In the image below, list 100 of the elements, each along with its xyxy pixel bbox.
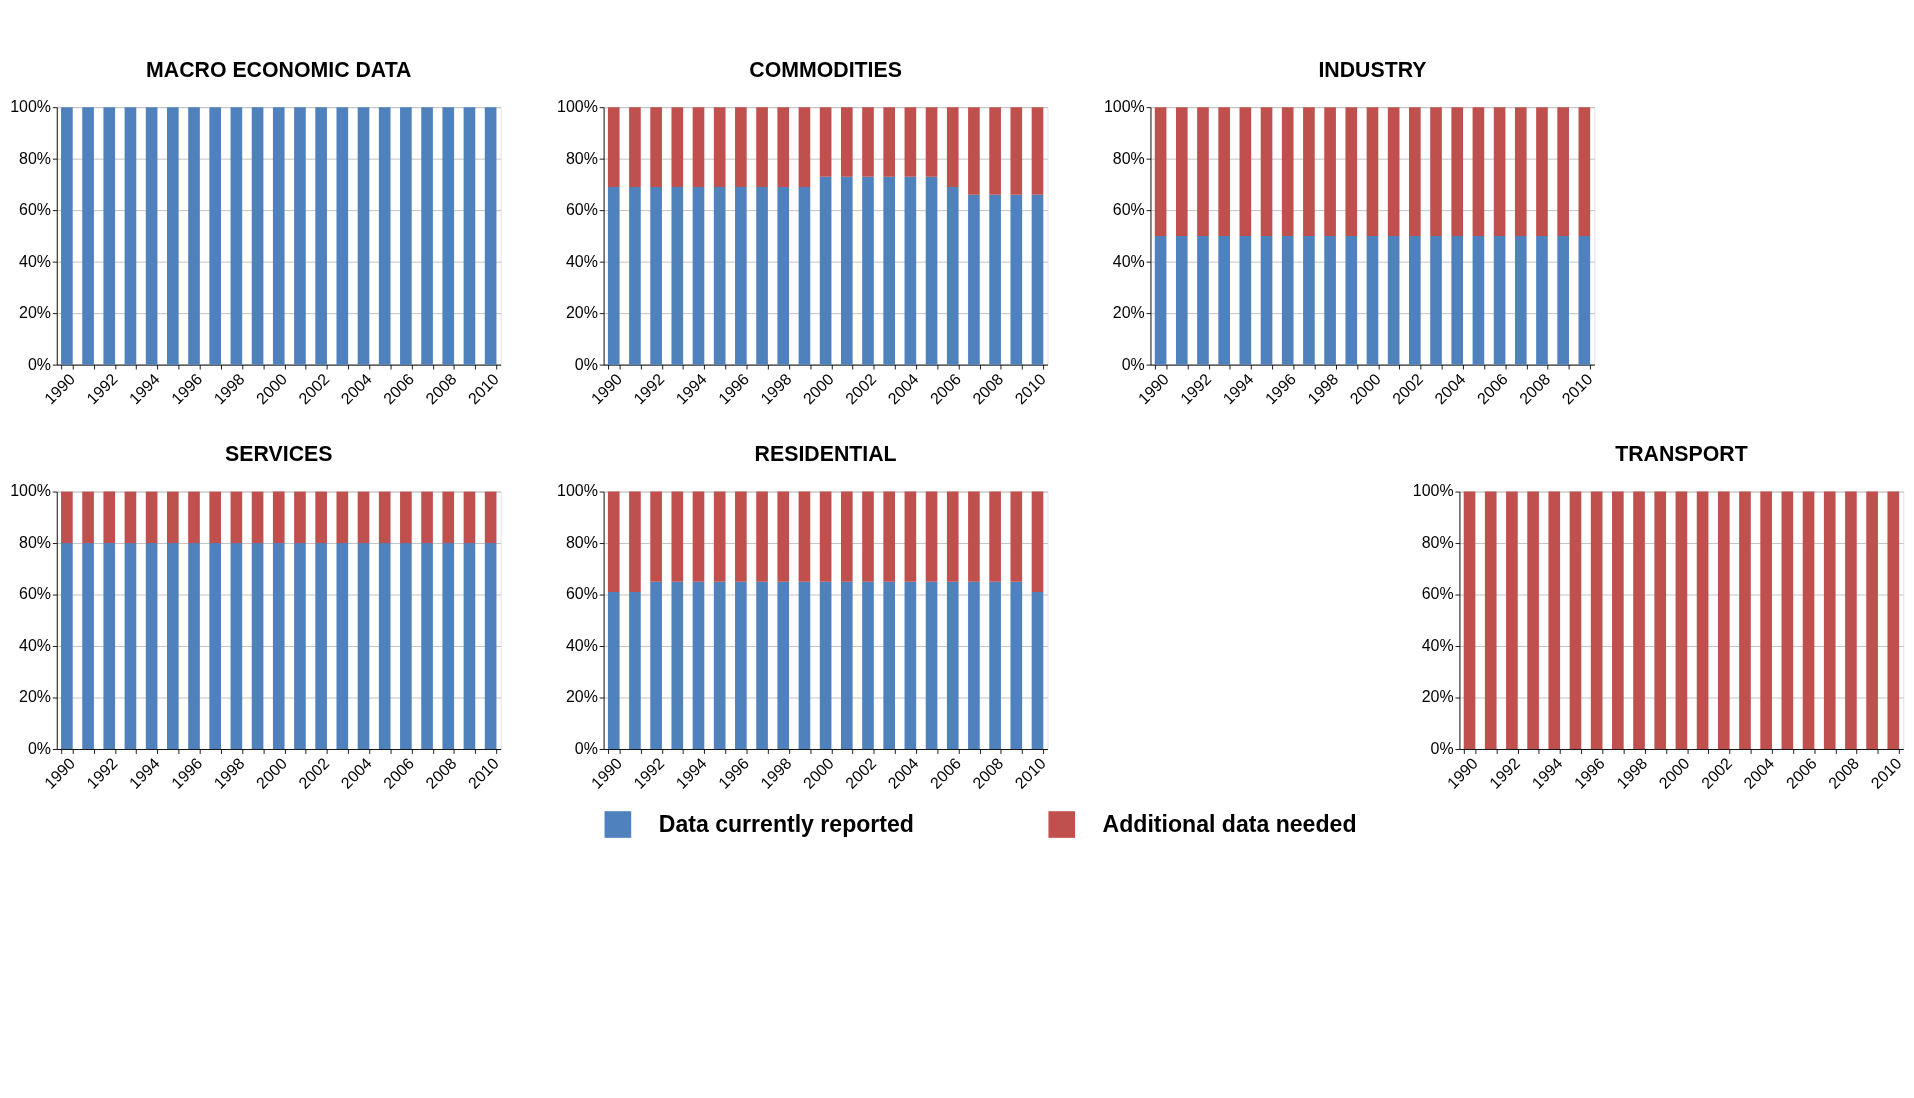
bar [650, 491, 662, 582]
bar [989, 491, 1001, 582]
y-tick-label: 80% [565, 149, 598, 167]
bar [629, 107, 641, 188]
bar [629, 592, 641, 750]
bar [713, 491, 726, 582]
bar [607, 592, 620, 750]
y-tick-label: 100% [557, 482, 598, 500]
bar [1010, 491, 1023, 582]
legend-label: Data currently reported [658, 810, 914, 837]
bar [1031, 107, 1044, 195]
y-tick-label: 100% [1412, 482, 1454, 500]
y-tick-label: 60% [19, 585, 52, 603]
bar [862, 176, 874, 365]
y-tick-label: 40% [1112, 252, 1145, 270]
bar [819, 581, 832, 750]
bar [756, 491, 768, 582]
bar [607, 107, 620, 188]
bar [925, 491, 938, 582]
bar [819, 176, 832, 365]
chart-title: RESIDENTIAL [754, 442, 897, 467]
y-tick-label: 20% [19, 688, 52, 706]
bar [777, 491, 790, 582]
chart-title: SERVICES [225, 442, 333, 467]
y-tick-label: 20% [565, 688, 598, 706]
y-tick-label: 80% [19, 149, 52, 167]
bar [650, 581, 662, 750]
bar [756, 107, 768, 188]
bar [777, 107, 790, 188]
chart-title: MACRO ECONOMIC DATA [146, 58, 412, 83]
y-tick-label: 80% [1112, 149, 1145, 167]
y-tick-label: 20% [19, 304, 52, 322]
bar [862, 581, 874, 750]
bar [607, 491, 620, 593]
bar [692, 187, 705, 365]
bar [946, 581, 959, 750]
y-tick-label: 80% [1421, 533, 1454, 551]
bar [735, 581, 747, 750]
bar [1031, 194, 1044, 365]
bar [671, 491, 684, 582]
y-tick-label: 60% [1112, 201, 1145, 219]
y-tick-label: 100% [10, 482, 52, 500]
legend-label: Additional data needed [1102, 810, 1357, 837]
y-tick-label: 0% [574, 355, 598, 373]
bar [1010, 581, 1023, 750]
bar [946, 107, 959, 188]
y-tick-label: 40% [19, 252, 52, 270]
bar [798, 187, 811, 365]
bar [671, 107, 684, 188]
bar [946, 491, 959, 582]
bar [1031, 491, 1044, 593]
bar [777, 187, 790, 365]
bar [862, 491, 874, 582]
bar [650, 187, 662, 365]
bar [925, 581, 938, 750]
bar [671, 581, 684, 750]
y-tick-label: 100% [10, 98, 52, 116]
bar [968, 581, 980, 750]
y-tick-label: 20% [565, 304, 598, 322]
y-tick-label: 40% [1421, 636, 1454, 654]
bar [819, 107, 832, 177]
bar [692, 581, 705, 750]
bar [671, 187, 684, 365]
bar [840, 176, 853, 365]
bar [968, 107, 980, 195]
bar [925, 107, 938, 177]
y-tick-label: 100% [557, 98, 598, 116]
y-tick-label: 60% [19, 201, 52, 219]
bar [756, 581, 768, 750]
y-tick-label: 60% [565, 201, 598, 219]
bar [798, 581, 811, 750]
bar [798, 107, 811, 188]
bar [904, 581, 917, 750]
bar [904, 176, 917, 365]
bar [692, 491, 705, 582]
bar [840, 581, 853, 750]
y-tick-label: 0% [27, 739, 52, 757]
bar [713, 581, 726, 750]
y-tick-label: 20% [1112, 304, 1145, 322]
y-tick-label: 40% [19, 636, 52, 654]
y-tick-label: 0% [574, 739, 598, 757]
bar [1031, 592, 1044, 750]
bar [650, 107, 662, 188]
y-tick-label: 40% [565, 252, 598, 270]
bar [735, 491, 747, 582]
bar [629, 491, 641, 593]
y-tick-label: 60% [1421, 585, 1454, 603]
y-tick-label: 80% [565, 533, 598, 551]
y-tick-label: 100% [1103, 98, 1145, 116]
y-tick-label: 0% [27, 355, 52, 373]
bar [862, 107, 874, 177]
bar [629, 187, 641, 365]
bar [1010, 194, 1023, 365]
bar [925, 176, 938, 365]
y-tick-label: 60% [565, 585, 598, 603]
bar [989, 581, 1001, 750]
chart-title: COMMODITIES [749, 58, 902, 83]
y-tick-label: 80% [19, 533, 52, 551]
chart-title: TRANSPORT [1615, 442, 1748, 467]
bar [1010, 107, 1023, 195]
